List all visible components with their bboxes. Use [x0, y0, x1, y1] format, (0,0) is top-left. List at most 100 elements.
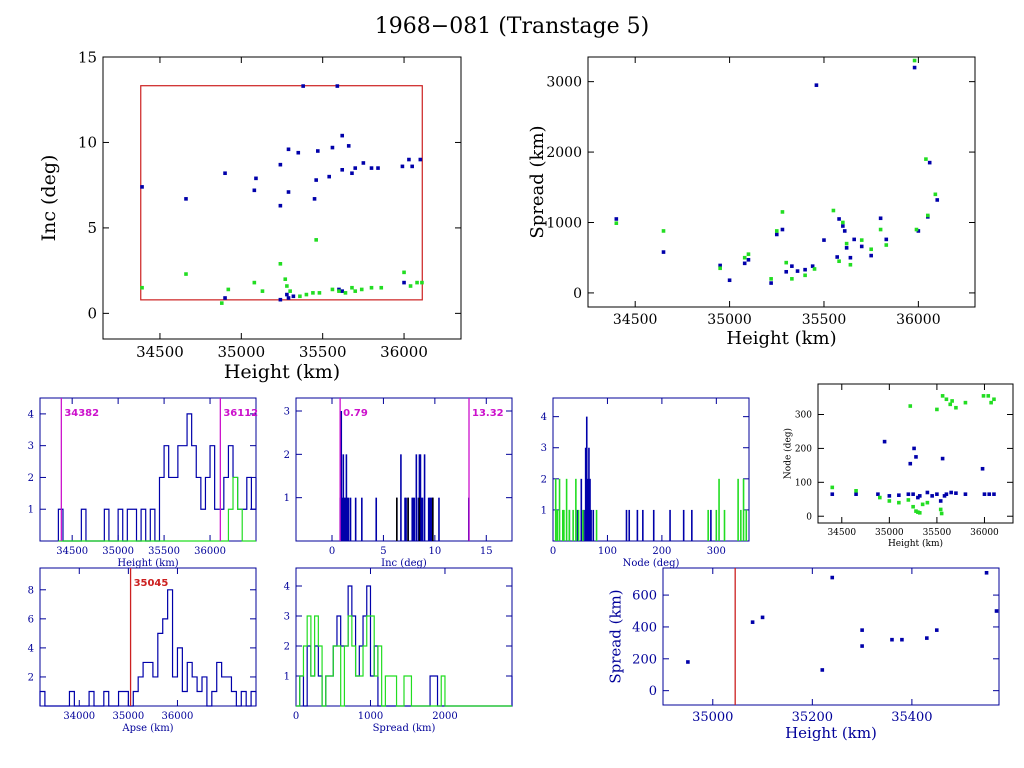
data-point [935, 492, 939, 496]
data-point [848, 262, 853, 267]
y-tick-label: 3 [284, 612, 290, 623]
data-point [859, 244, 864, 249]
y-axis-label: Spread (km) [607, 589, 625, 683]
data-point [933, 192, 938, 197]
data-point [980, 466, 985, 471]
data-point [337, 289, 341, 293]
data-point [938, 499, 943, 503]
data-point [285, 284, 289, 288]
plot-frame [662, 567, 1000, 706]
data-point [340, 133, 345, 138]
data-point [925, 500, 930, 505]
y-tick-label: 0 [806, 512, 812, 522]
data-point [746, 258, 751, 262]
data-point [410, 164, 414, 169]
data-point [400, 164, 405, 169]
data-point [854, 492, 858, 496]
data-point [803, 267, 807, 272]
data-point [283, 277, 288, 281]
data-point [795, 269, 800, 273]
data-point [316, 149, 320, 153]
data-point [750, 620, 755, 624]
range-marker-label: 0.79 [343, 408, 368, 419]
data-point [927, 160, 932, 165]
data-point [353, 289, 358, 293]
y-tick-label: 3000 [546, 75, 582, 91]
data-point [897, 500, 901, 505]
chart-node-height: 34500 35000 35500 36000 0 100 200 300 Height (km… [783, 383, 1014, 549]
data-point [938, 507, 943, 512]
x-tick-label: 36000 [896, 312, 941, 328]
y-tick-label: 3 [28, 441, 34, 452]
x-tick-label: 36000 [162, 711, 194, 722]
x-tick-label: 35000 [692, 710, 733, 725]
data-point [760, 615, 765, 620]
data-point [278, 162, 283, 167]
data-point [340, 289, 345, 293]
data-point [140, 285, 144, 290]
x-tick-label: 35000 [875, 528, 904, 538]
data-point [917, 494, 922, 498]
y-tick-label: 2 [28, 473, 34, 484]
y-tick-label: 0 [573, 286, 582, 302]
data-point [963, 400, 968, 405]
data-point [298, 294, 302, 299]
x-tick-label: 0 [329, 546, 335, 557]
x-tick-label: 35000 [112, 711, 144, 722]
data-point [408, 284, 413, 288]
data-point [884, 243, 889, 247]
plot-frame [552, 397, 750, 542]
y-tick-label: 2 [284, 642, 290, 653]
data-point [876, 492, 880, 496]
data-point [914, 455, 918, 459]
x-tick-label: 36000 [194, 546, 226, 557]
y-tick-label: 1 [284, 493, 290, 504]
data-point [727, 278, 732, 283]
plot-frame [39, 397, 257, 542]
y-tick-label: 2 [284, 450, 290, 461]
data-point [330, 145, 335, 150]
data-point [184, 272, 188, 276]
x-axis-label: Height (km) [785, 724, 877, 742]
data-point [407, 157, 411, 162]
chart-hist-apse: 34000 35000 36000 2 4 6 8 Apse (km) 35045 [28, 567, 257, 734]
y-tick-label: 1 [541, 505, 547, 516]
y-axis-label: Node (deg) [783, 428, 794, 479]
data-point [314, 178, 318, 182]
x-tick-label: 35500 [923, 528, 952, 538]
x-tick-label: 2000 [432, 711, 457, 722]
data-point [925, 636, 929, 640]
data-point [860, 628, 864, 632]
data-point [742, 261, 747, 266]
data-point [912, 446, 916, 451]
plot-frame [39, 567, 257, 707]
data-point [926, 213, 930, 218]
data-point [814, 83, 819, 87]
x-tick-label: 100 [598, 546, 617, 557]
data-point [810, 264, 815, 268]
data-point [219, 301, 224, 305]
x-tick-label: 35400 [891, 710, 932, 725]
data-point [252, 188, 257, 193]
chart-spread-height: 34500 35000 35500 36000 0 1000 2000 3000 Height … [527, 56, 976, 349]
plot-frame [102, 56, 462, 340]
x-tick-label: 34500 [827, 528, 856, 538]
data-point [278, 297, 283, 302]
data-point [780, 210, 785, 214]
x-tick-label: 34000 [63, 711, 95, 722]
plot-frame [817, 383, 1014, 524]
y-tick-label: 400 [632, 620, 657, 635]
y-tick-label: 200 [632, 652, 657, 667]
data-point [774, 229, 779, 233]
data-point [361, 161, 366, 165]
data-point [982, 492, 987, 496]
data-point [841, 224, 845, 228]
data-point [935, 198, 940, 202]
data-point [942, 494, 947, 498]
x-tick-label: 34500 [56, 546, 88, 557]
data-point [780, 227, 785, 232]
y-tick-label: 100 [795, 478, 812, 488]
data-point [989, 400, 993, 405]
x-tick-label: 0 [550, 546, 556, 557]
x-tick-label: 200 [652, 546, 671, 557]
